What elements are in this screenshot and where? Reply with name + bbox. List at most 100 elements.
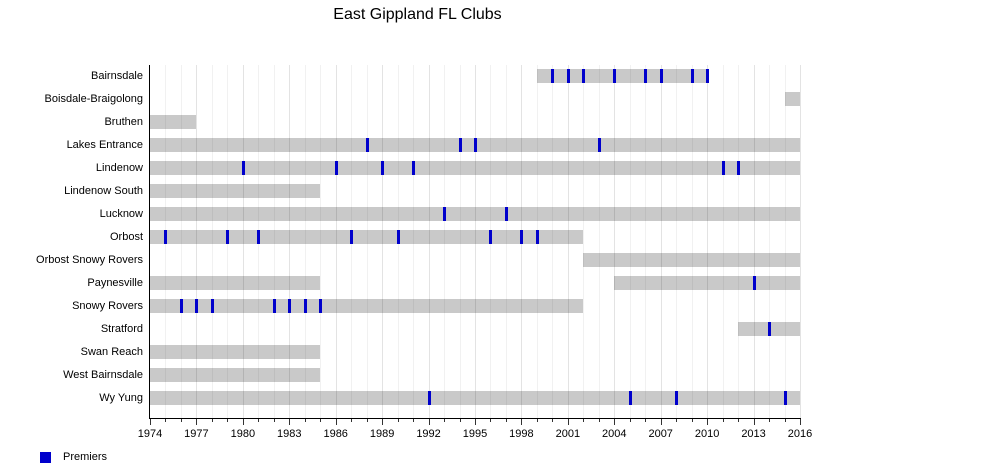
premier-mark bbox=[644, 69, 648, 83]
premier-mark bbox=[381, 161, 385, 175]
club-label: Orbost Snowy Rovers bbox=[36, 254, 143, 266]
minor-tick bbox=[351, 419, 353, 422]
minor-tick bbox=[490, 419, 492, 422]
tick-label: 2007 bbox=[648, 428, 673, 440]
premier-mark bbox=[396, 230, 400, 244]
premier-mark bbox=[164, 230, 168, 244]
premier-mark bbox=[303, 299, 307, 313]
tick-label: 1983 bbox=[277, 428, 302, 440]
bar-segment bbox=[150, 391, 800, 405]
minor-gridline bbox=[459, 65, 461, 418]
major-tick bbox=[800, 419, 801, 425]
minor-tick bbox=[273, 419, 275, 422]
major-tick bbox=[614, 419, 616, 425]
premier-mark bbox=[427, 391, 431, 405]
minor-tick bbox=[258, 419, 260, 422]
premier-mark bbox=[752, 276, 756, 290]
bar-segment bbox=[536, 69, 708, 83]
minor-tick bbox=[738, 419, 740, 422]
tick-label: 1992 bbox=[416, 428, 441, 440]
minor-tick bbox=[413, 419, 415, 422]
major-gridline bbox=[428, 65, 430, 418]
minor-gridline bbox=[583, 65, 585, 418]
tick-label: 2010 bbox=[694, 428, 720, 440]
minor-gridline bbox=[211, 65, 213, 418]
premier-mark bbox=[195, 299, 199, 313]
minor-tick bbox=[676, 419, 678, 422]
minor-tick bbox=[320, 419, 322, 422]
major-tick bbox=[753, 419, 755, 425]
tick-label: 1986 bbox=[323, 428, 348, 440]
club-label: Swan Reach bbox=[80, 346, 143, 358]
club-label: Lucknow bbox=[99, 208, 143, 220]
tick-label: 1998 bbox=[509, 428, 534, 440]
major-tick bbox=[335, 419, 337, 425]
minor-tick bbox=[691, 419, 693, 422]
premier-mark bbox=[257, 230, 261, 244]
minor-tick bbox=[227, 419, 229, 422]
bar-segment bbox=[150, 115, 197, 129]
tick-label: 2013 bbox=[741, 428, 766, 440]
premiers-legend-swatch bbox=[40, 452, 51, 463]
bar-segment bbox=[150, 207, 800, 221]
premier-mark bbox=[566, 69, 570, 83]
minor-gridline bbox=[738, 65, 740, 418]
bar-segment bbox=[150, 161, 800, 175]
major-gridline bbox=[753, 65, 755, 418]
minor-gridline bbox=[366, 65, 368, 418]
major-gridline bbox=[196, 65, 198, 418]
club-label: Snowy Rovers bbox=[72, 300, 143, 312]
premier-mark bbox=[350, 230, 354, 244]
major-tick bbox=[707, 419, 709, 425]
bar-segment bbox=[150, 299, 584, 313]
minor-gridline bbox=[722, 65, 724, 418]
premier-mark bbox=[210, 299, 214, 313]
minor-tick bbox=[366, 419, 368, 422]
minor-tick bbox=[583, 419, 585, 422]
major-gridline bbox=[289, 65, 291, 418]
minor-gridline bbox=[784, 65, 786, 418]
major-tick bbox=[150, 419, 151, 425]
premier-mark bbox=[613, 69, 617, 83]
premier-mark bbox=[474, 138, 477, 152]
minor-tick bbox=[459, 419, 461, 422]
premier-mark bbox=[226, 230, 230, 244]
tick-label: 2001 bbox=[555, 428, 581, 440]
minor-tick bbox=[444, 419, 446, 422]
minor-gridline bbox=[769, 65, 771, 418]
tick-label: 1977 bbox=[184, 428, 209, 440]
major-gridline bbox=[800, 65, 801, 418]
premier-mark bbox=[675, 391, 679, 405]
minor-tick bbox=[722, 419, 724, 422]
premier-mark bbox=[706, 69, 710, 83]
major-tick bbox=[660, 419, 662, 425]
club-label: Lindenow South bbox=[64, 185, 143, 197]
major-gridline bbox=[614, 65, 616, 418]
premier-mark bbox=[458, 138, 462, 152]
tick-label: 1980 bbox=[230, 428, 256, 440]
premier-mark bbox=[535, 230, 539, 244]
minor-gridline bbox=[444, 65, 446, 418]
minor-gridline bbox=[691, 65, 693, 418]
club-label: Bairnsdale bbox=[91, 70, 143, 82]
club-label: Bruthen bbox=[104, 116, 143, 128]
premier-mark bbox=[412, 161, 416, 175]
minor-tick bbox=[505, 419, 507, 422]
premier-mark bbox=[504, 207, 508, 221]
major-tick bbox=[567, 419, 569, 425]
premier-mark bbox=[721, 161, 725, 175]
club-label: Boisdale-Braigolong bbox=[44, 93, 143, 105]
major-gridline bbox=[660, 65, 662, 418]
minor-gridline bbox=[273, 65, 275, 418]
tick-label: 2004 bbox=[602, 428, 627, 440]
club-label: Wy Yung bbox=[99, 392, 143, 404]
premier-mark bbox=[628, 391, 632, 405]
bar-segment bbox=[784, 92, 800, 106]
premiers-legend-label: Premiers bbox=[63, 451, 108, 463]
y-axis-line bbox=[149, 65, 150, 418]
minor-gridline bbox=[320, 65, 322, 418]
minor-gridline bbox=[180, 65, 182, 418]
major-gridline bbox=[475, 65, 476, 418]
premier-mark bbox=[334, 161, 338, 175]
